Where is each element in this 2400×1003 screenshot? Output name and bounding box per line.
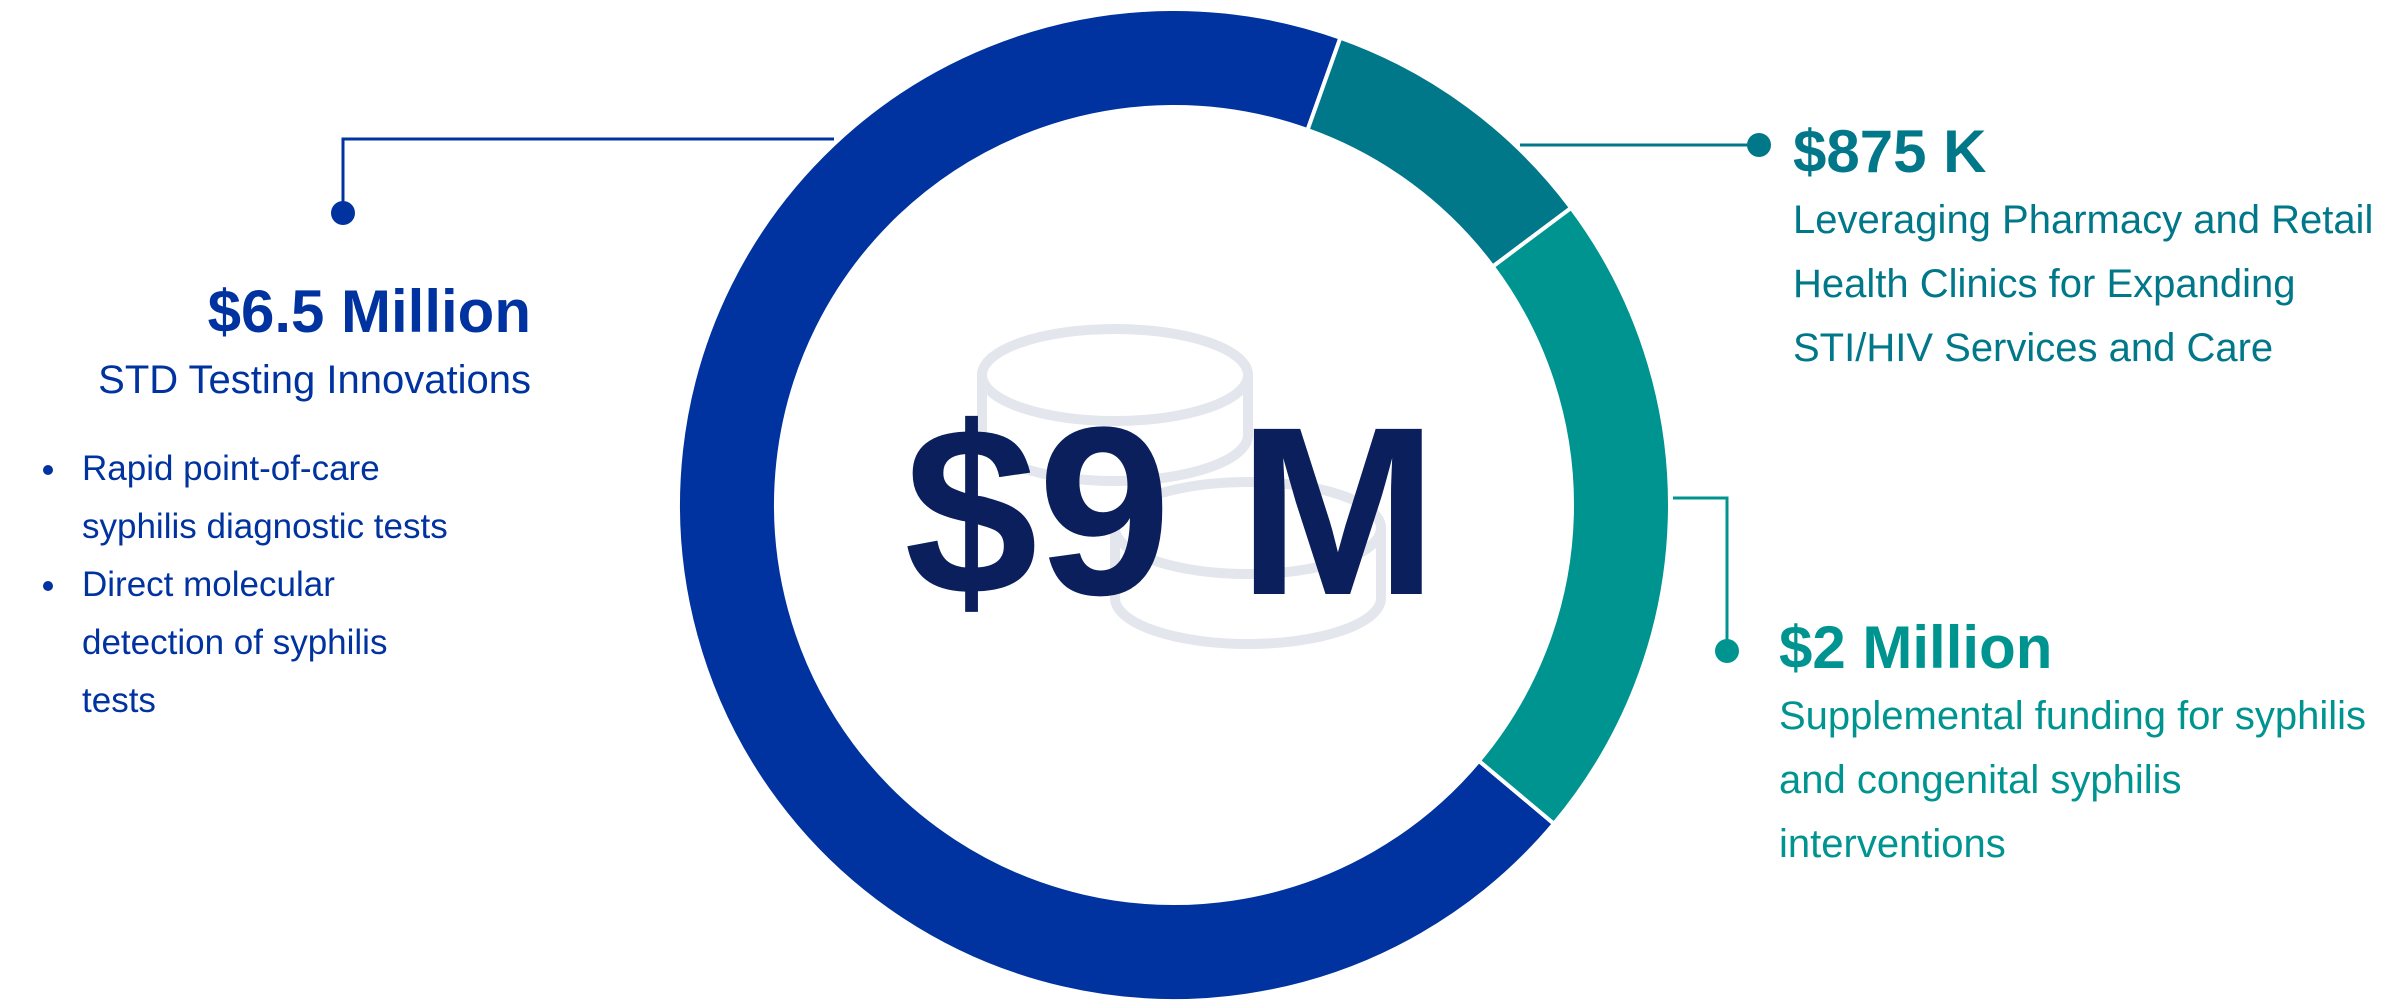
category-label: Supplemental funding for syphilis and co… — [1779, 694, 2367, 866]
value-label: $2 Million — [1779, 614, 2053, 681]
value-label: $6.5 Million — [207, 278, 531, 345]
donut-segment — [676, 7, 1557, 1003]
center-label: $9 M — [904, 377, 1438, 645]
connectors — [331, 133, 1771, 663]
donut-segment — [1304, 35, 1574, 270]
donut-segment — [1476, 205, 1672, 827]
top-right-label: $875 K Leveraging Pharmacy and Retail He… — [1793, 116, 2393, 380]
value-label: $875 K — [1793, 118, 1987, 185]
bullet: Rapid point-of-care syphilis diagnostic … — [70, 440, 470, 556]
left-label: $6.5 Million STD Testing Innovations — [98, 276, 531, 412]
coin-icon — [977, 324, 1386, 649]
bullet: Direct molecular detection of syphilis t… — [70, 556, 470, 730]
category-label: Leveraging Pharmacy and Retail Health Cl… — [1793, 198, 2374, 370]
bullets: Rapid point-of-care syphilis diagnostic … — [0, 440, 470, 730]
donut — [676, 7, 1672, 1003]
bottom-right-label: $2 Million Supplemental funding for syph… — [1779, 612, 2379, 876]
bullet-list: Rapid point-of-care syphilis diagnostic … — [0, 440, 470, 730]
category-label: STD Testing Innovations — [98, 358, 531, 402]
